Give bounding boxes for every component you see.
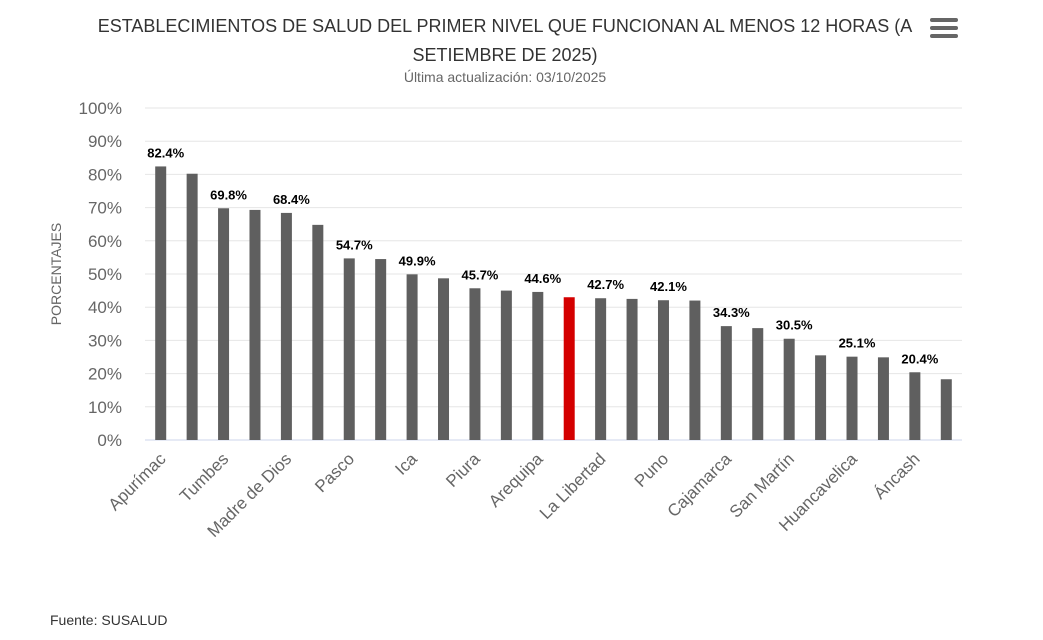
x-tick-label: Cajamarca — [664, 449, 736, 521]
bar — [532, 291, 544, 440]
bar — [563, 297, 575, 440]
y-axis-label: PORCENTAJES — [48, 223, 64, 325]
y-tick-label: 0% — [97, 431, 122, 450]
bar — [406, 274, 418, 440]
x-tick-label: La Libertad — [536, 449, 610, 523]
chart-title: ESTABLECIMIENTOS DE SALUD DEL PRIMER NIV… — [97, 16, 913, 65]
bar — [500, 290, 512, 440]
bar — [595, 298, 607, 440]
bar — [469, 288, 481, 440]
data-label: 54.7% — [336, 237, 373, 252]
data-label: 82.4% — [147, 145, 184, 160]
bar — [815, 355, 827, 440]
y-tick-label: 90% — [88, 132, 122, 151]
x-tick-label: Arequipa — [485, 449, 547, 511]
bar — [720, 326, 732, 440]
bar — [280, 212, 292, 440]
x-tick-label: Áncash — [870, 449, 924, 503]
bar — [155, 166, 167, 440]
chart-subtitle: Última actualización: 03/10/2025 — [403, 69, 607, 85]
bar — [249, 209, 261, 440]
x-tick-label: Apurímac — [105, 449, 170, 514]
y-tick-label: 30% — [88, 331, 122, 350]
bar — [218, 208, 230, 440]
bar — [783, 338, 795, 440]
source-note: Fuente: SUSALUD — [50, 612, 168, 628]
y-tick-label: 80% — [88, 165, 122, 184]
data-label: 68.4% — [273, 192, 310, 207]
data-label: 44.6% — [524, 271, 561, 286]
y-tick-label: 60% — [88, 232, 122, 251]
bar — [877, 357, 889, 440]
x-tick-label: Puno — [631, 449, 673, 491]
x-tick-label: Piura — [442, 449, 484, 491]
x-tick-label: Pasco — [311, 449, 358, 496]
y-tick-label: 20% — [88, 365, 122, 384]
bar — [752, 328, 764, 440]
bar — [689, 300, 701, 440]
y-tick-label: 100% — [79, 99, 122, 118]
y-tick-label: 70% — [88, 199, 122, 218]
bar — [186, 173, 198, 440]
bar — [909, 372, 921, 440]
bar — [657, 300, 669, 440]
bar — [626, 298, 638, 440]
bar — [940, 379, 952, 440]
bar — [846, 356, 858, 440]
y-tick-label: 40% — [88, 298, 122, 317]
data-label: 69.8% — [210, 187, 247, 202]
data-label: 20.4% — [901, 351, 938, 366]
x-tick-label: Tumbes — [176, 449, 232, 505]
hamburger-menu-icon[interactable] — [930, 18, 958, 40]
y-tick-label: 50% — [88, 265, 122, 284]
data-label: 42.7% — [587, 277, 624, 292]
data-label: 25.1% — [839, 336, 876, 351]
data-label: 49.9% — [399, 253, 436, 268]
y-tick-label: 10% — [88, 398, 122, 417]
bar — [375, 259, 387, 440]
bar — [343, 258, 355, 440]
data-label: 34.3% — [713, 305, 750, 320]
x-tick-label: Ica — [391, 449, 421, 479]
bar — [438, 278, 450, 440]
bar — [312, 224, 324, 440]
data-label: 30.5% — [776, 318, 813, 333]
data-label: 42.1% — [650, 279, 687, 294]
data-label: 45.7% — [462, 267, 499, 282]
